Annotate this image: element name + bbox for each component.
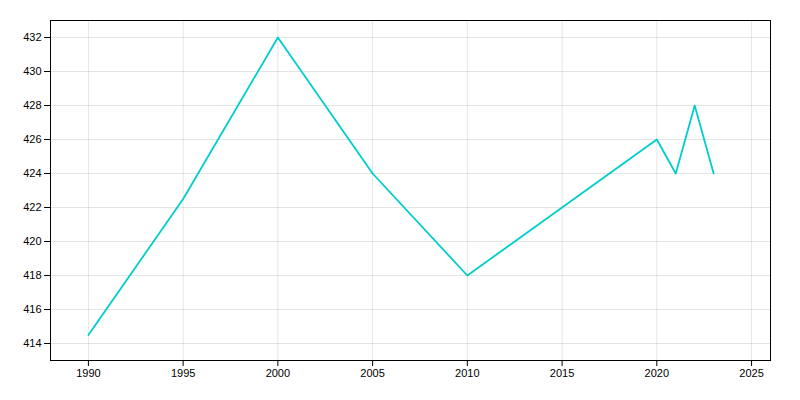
svg-text:414: 414 (23, 337, 41, 349)
svg-text:418: 418 (23, 269, 41, 281)
svg-text:428: 428 (23, 99, 41, 111)
svg-text:416: 416 (23, 303, 41, 315)
svg-text:426: 426 (23, 133, 41, 145)
svg-text:424: 424 (23, 167, 41, 179)
svg-text:432: 432 (23, 31, 41, 43)
svg-text:422: 422 (23, 201, 41, 213)
svg-text:1990: 1990 (76, 367, 100, 379)
svg-text:430: 430 (23, 65, 41, 77)
svg-text:2010: 2010 (455, 367, 479, 379)
svg-text:2015: 2015 (550, 367, 574, 379)
svg-text:1995: 1995 (171, 367, 195, 379)
svg-text:2020: 2020 (645, 367, 669, 379)
svg-text:2025: 2025 (739, 367, 763, 379)
svg-text:2000: 2000 (266, 367, 290, 379)
svg-text:420: 420 (23, 235, 41, 247)
svg-text:2005: 2005 (360, 367, 384, 379)
